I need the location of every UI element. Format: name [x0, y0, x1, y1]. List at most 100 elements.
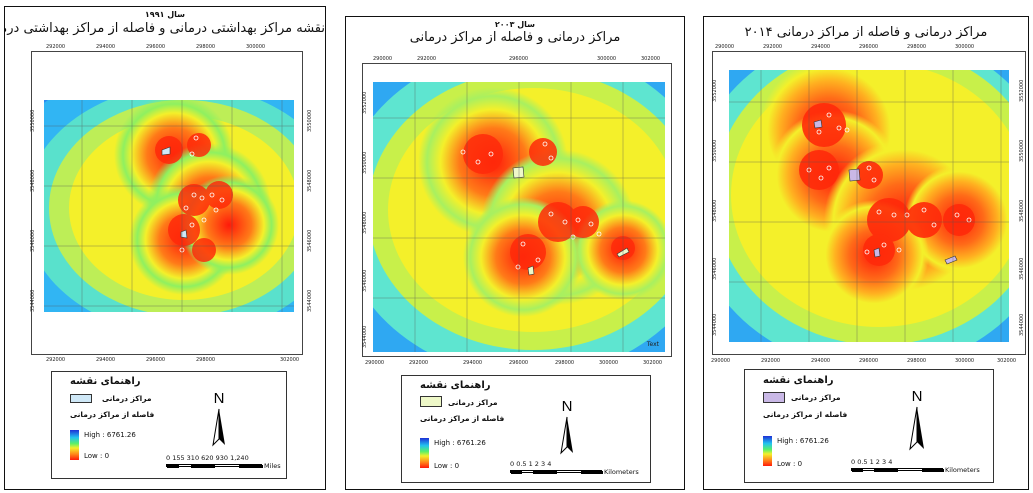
x-tick-label: 292000 — [409, 360, 429, 366]
scale-unit: Miles — [264, 462, 281, 470]
y-tick-label: 3546000 — [712, 257, 718, 280]
x-tick-label: 302000 — [997, 358, 1017, 364]
legend-centers-swatch — [420, 396, 442, 407]
north-arrow: N — [204, 390, 234, 457]
y-tick-label: 3548000 — [30, 169, 36, 192]
y-tick-label: 3548000 — [362, 211, 368, 234]
y-tick-label: 3546000 — [307, 229, 313, 252]
y-tick-label: 3546000 — [1019, 257, 1025, 280]
x-tick-label: 294000 — [96, 44, 116, 50]
x-tick-label: 300000 — [599, 360, 619, 366]
x-tick-label: 298000 — [555, 360, 575, 366]
legend-centers-label: مراکز درمانی — [791, 393, 841, 402]
x-tick-label: 296000 — [146, 357, 166, 363]
y-tick-label: 3544000 — [307, 289, 313, 312]
y-tick-label: 3544000 — [712, 313, 718, 336]
y-tick-label: 3552000 — [712, 79, 718, 102]
distance-raster: Text — [373, 82, 665, 352]
scale-numbers: 0 0.5 1 2 3 4 — [510, 460, 552, 468]
y-tick-label: 3552000 — [362, 91, 368, 114]
panel-title: نقشه مراکز بهداشتی درمانی و فاصله از مرا… — [4, 21, 325, 36]
legend-title: راهنمای نقشه — [763, 375, 834, 386]
map-corner-text: Text — [646, 341, 659, 348]
panel-year-label: سال ۲۰۰۳ — [494, 20, 536, 29]
panel-title: مراکز درمانی و فاصله از مراکز درمانی ۲۰۱… — [744, 25, 988, 40]
panel-title: مراکز درمانی و فاصله از مراکز درمانی — [409, 30, 621, 45]
legend-color-ramp — [70, 430, 79, 460]
x-tick-label: 296000 — [146, 44, 166, 50]
map-frame: 290000 292000 296000 300000 302000 29000… — [362, 56, 672, 366]
x-tick-label: 298000 — [196, 357, 216, 363]
north-arrow-icon — [560, 416, 573, 455]
x-tick-label: 300000 — [597, 56, 617, 62]
north-arrow-icon — [909, 406, 924, 451]
map-frame: 290000 292000 294000 296000 298000 30000… — [711, 44, 1026, 364]
legend-distance-label: فاصله از مراکز درمانی — [420, 414, 505, 423]
y-tick-label: 3546000 — [362, 269, 368, 292]
x-tick-label: 292000 — [761, 358, 781, 364]
x-tick-label: 300000 — [955, 44, 975, 50]
x-tick-label: 298000 — [196, 44, 216, 50]
y-tick-label: 3550000 — [307, 109, 313, 132]
legend-centers-label: مراکز درمانی — [448, 398, 498, 407]
x-tick-label: 300000 — [955, 358, 975, 364]
y-tick-label: 3546000 — [30, 229, 36, 252]
legend-distance-label: فاصله از مراکز درمانی — [70, 410, 155, 419]
y-tick-label: 3550000 — [1019, 139, 1025, 162]
north-arrow: N — [901, 388, 933, 461]
x-tick-label: 290000 — [373, 56, 393, 62]
y-tick-label: 3548000 — [712, 199, 718, 222]
scale-bar: 0 155 310 620 930 1,240 Miles — [166, 454, 286, 476]
north-arrow-icon — [212, 408, 225, 447]
map-legend: راهنمای نقشه مراکز درمانی فاصله از مراکز… — [744, 369, 994, 483]
map-panel-2003: سال ۲۰۰۳ مراکز درمانی و فاصله از مراکز د… — [345, 16, 685, 490]
y-tick-label: 3550000 — [30, 109, 36, 132]
north-arrow: N — [552, 398, 582, 465]
y-tick-label: 3544000 — [1019, 313, 1025, 336]
north-letter: N — [561, 398, 573, 415]
scale-unit: Kilometers — [604, 468, 639, 476]
y-tick-label: 3548000 — [1019, 199, 1025, 222]
x-tick-label: 294000 — [96, 357, 116, 363]
x-tick-label: 292000 — [417, 56, 437, 62]
north-letter: N — [213, 390, 225, 407]
legend-low: Low : 0 — [84, 452, 110, 460]
scale-bar: 0 0.5 1 2 3 4 Kilometers — [510, 460, 650, 482]
map-frame: 292000 294000 296000 298000 300000 29200… — [30, 44, 313, 363]
scale-bar: 0 0.5 1 2 3 4 Kilometers — [851, 458, 993, 480]
legend-centers-swatch — [70, 394, 92, 403]
x-tick-label: 296000 — [859, 358, 879, 364]
x-tick-label: 292000 — [46, 44, 66, 50]
legend-distance-label: فاصله از مراکز درمانی — [763, 410, 848, 419]
legend-low: Low : 0 — [434, 462, 460, 470]
x-tick-label: 298000 — [907, 44, 927, 50]
legend-color-ramp — [763, 436, 772, 466]
map-legend: راهنمای نقشه مراکز درمانی فاصله از مراکز… — [51, 371, 287, 479]
x-tick-label: 302000 — [641, 56, 661, 62]
legend-high: High : 6761.26 — [777, 437, 829, 445]
legend-high: High : 6761.26 — [434, 439, 486, 447]
x-tick-label: 302000 — [280, 357, 300, 363]
scale-numbers: 0 155 310 620 930 1,240 — [166, 454, 249, 462]
panel-year-label: سال ۱۹۹۱ — [144, 10, 186, 19]
distance-raster — [44, 100, 294, 312]
x-tick-label: 296000 — [509, 360, 529, 366]
distance-raster — [729, 70, 1009, 342]
y-tick-label: 3550000 — [362, 151, 368, 174]
x-tick-label: 294000 — [811, 44, 831, 50]
x-tick-label: 294000 — [811, 358, 831, 364]
x-tick-label: 300000 — [246, 44, 266, 50]
x-tick-label: 296000 — [509, 56, 529, 62]
y-tick-label: 3544000 — [30, 289, 36, 312]
north-letter: N — [911, 388, 923, 405]
y-tick-label: 3548000 — [307, 169, 313, 192]
x-tick-label: 296000 — [859, 44, 879, 50]
map-legend: راهنمای نقشه مراکز درمانی فاصله از مراکز… — [401, 375, 651, 483]
x-tick-label: 290000 — [711, 358, 731, 364]
scale-unit: Kilometers — [945, 466, 980, 474]
x-tick-label: 290000 — [715, 44, 735, 50]
legend-title: راهنمای نقشه — [420, 380, 491, 391]
legend-low: Low : 0 — [777, 460, 803, 468]
x-tick-label: 302000 — [643, 360, 663, 366]
x-tick-label: 292000 — [763, 44, 783, 50]
